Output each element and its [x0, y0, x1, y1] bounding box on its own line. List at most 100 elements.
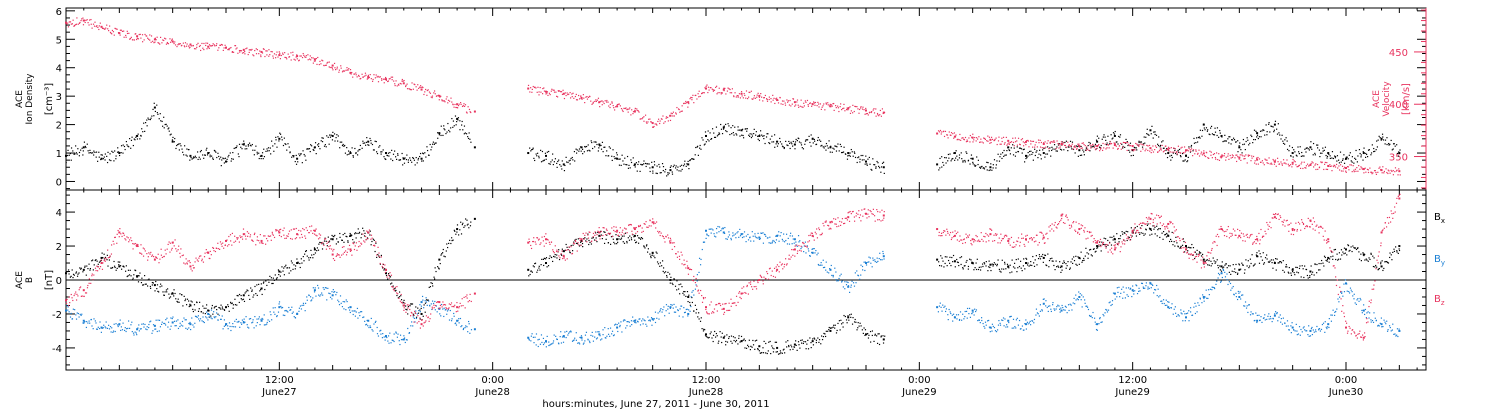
- data-dot: [1134, 147, 1135, 148]
- data-dot: [983, 142, 984, 143]
- data-dot: [1171, 155, 1172, 156]
- data-dot: [680, 166, 681, 167]
- data-dot: [1213, 154, 1214, 155]
- data-dot: [1357, 155, 1358, 156]
- data-dot: [1273, 160, 1274, 161]
- data-dot: [828, 329, 829, 330]
- data-dot: [1378, 140, 1379, 141]
- data-dot: [555, 158, 556, 159]
- data-dot: [344, 70, 345, 71]
- data-dot: [1315, 264, 1316, 265]
- data-dot: [1368, 257, 1369, 258]
- data-dot: [142, 34, 143, 35]
- data-dot: [1331, 165, 1332, 166]
- data-dot: [715, 87, 716, 88]
- data-dot: [1180, 246, 1181, 247]
- data-dot: [697, 316, 698, 317]
- data-point: [989, 166, 991, 168]
- data-dot: [1228, 159, 1229, 160]
- data-dot: [402, 79, 403, 80]
- data-dot: [692, 302, 693, 303]
- y-tick-label: 0: [56, 276, 62, 287]
- data-dot: [344, 145, 345, 146]
- data-dot: [354, 73, 355, 74]
- data-dot: [334, 133, 335, 134]
- data-dot: [604, 232, 605, 233]
- data-dot: [376, 257, 377, 258]
- data-dot: [1070, 141, 1071, 142]
- data-point: [581, 337, 583, 339]
- data-dot: [168, 322, 169, 323]
- data-dot: [1056, 150, 1057, 151]
- data-dot: [636, 108, 637, 109]
- data-dot: [159, 118, 160, 119]
- data-dot: [91, 24, 92, 25]
- data-dot: [538, 91, 539, 92]
- data-dot: [1353, 165, 1354, 166]
- data-dot: [882, 108, 883, 109]
- data-dot: [562, 160, 563, 161]
- data-dot: [667, 117, 668, 118]
- data-point: [1025, 262, 1027, 264]
- data-dot: [1090, 145, 1091, 146]
- data-dot: [989, 170, 990, 171]
- data-dot: [214, 151, 215, 152]
- data-dot: [1089, 249, 1090, 250]
- data-dot: [968, 137, 969, 138]
- data-dot: [1135, 232, 1136, 233]
- data-dot: [1393, 174, 1394, 175]
- data-dot: [684, 164, 685, 165]
- data-dot: [1203, 123, 1204, 124]
- data-dot: [465, 132, 466, 133]
- data-dot: [229, 311, 230, 312]
- data-dot: [999, 156, 1000, 157]
- data-dot: [387, 278, 388, 279]
- data-dot: [104, 254, 105, 255]
- data-dot: [1048, 140, 1049, 141]
- data-dot: [1391, 254, 1392, 255]
- data-dot: [236, 145, 237, 146]
- data-dot: [396, 159, 397, 160]
- data-dot: [582, 149, 583, 150]
- data-dot: [572, 250, 573, 251]
- data-dot: [546, 266, 547, 267]
- data-dot: [365, 145, 366, 146]
- data-dot: [425, 303, 426, 304]
- data-dot: [116, 270, 117, 271]
- data-dot: [1057, 265, 1058, 266]
- data-point: [705, 135, 707, 137]
- data-dot: [239, 294, 240, 295]
- data-dot: [773, 98, 774, 99]
- data-dot: [672, 174, 673, 175]
- data-dot: [104, 159, 105, 160]
- data-dot: [439, 99, 440, 100]
- data-dot: [953, 153, 954, 154]
- data-dot: [122, 323, 123, 324]
- data-dot: [181, 149, 182, 150]
- data-dot: [1276, 166, 1277, 167]
- data-dot: [383, 79, 384, 80]
- data-dot: [1192, 150, 1193, 151]
- data-dot: [784, 352, 785, 353]
- data-dot: [679, 112, 680, 113]
- data-dot: [564, 98, 565, 99]
- data-dot: [421, 308, 422, 309]
- data-dot: [788, 346, 789, 347]
- data-dot: [588, 144, 589, 145]
- data-dot: [1339, 162, 1340, 163]
- data-dot: [1304, 162, 1305, 163]
- data-dot: [1355, 150, 1356, 151]
- data-dot: [175, 148, 176, 149]
- data-dot: [859, 326, 860, 327]
- data-dot: [723, 129, 724, 130]
- data-dot: [1144, 136, 1145, 137]
- data-point: [776, 347, 778, 349]
- data-point: [1132, 145, 1134, 147]
- data-dot: [1309, 277, 1310, 278]
- data-dot: [330, 67, 331, 68]
- data-dot: [245, 145, 246, 146]
- data-dot: [995, 167, 996, 168]
- data-dot: [700, 149, 701, 150]
- data-dot: [1065, 145, 1066, 146]
- right-axis-unit: [km/s]: [1401, 83, 1412, 115]
